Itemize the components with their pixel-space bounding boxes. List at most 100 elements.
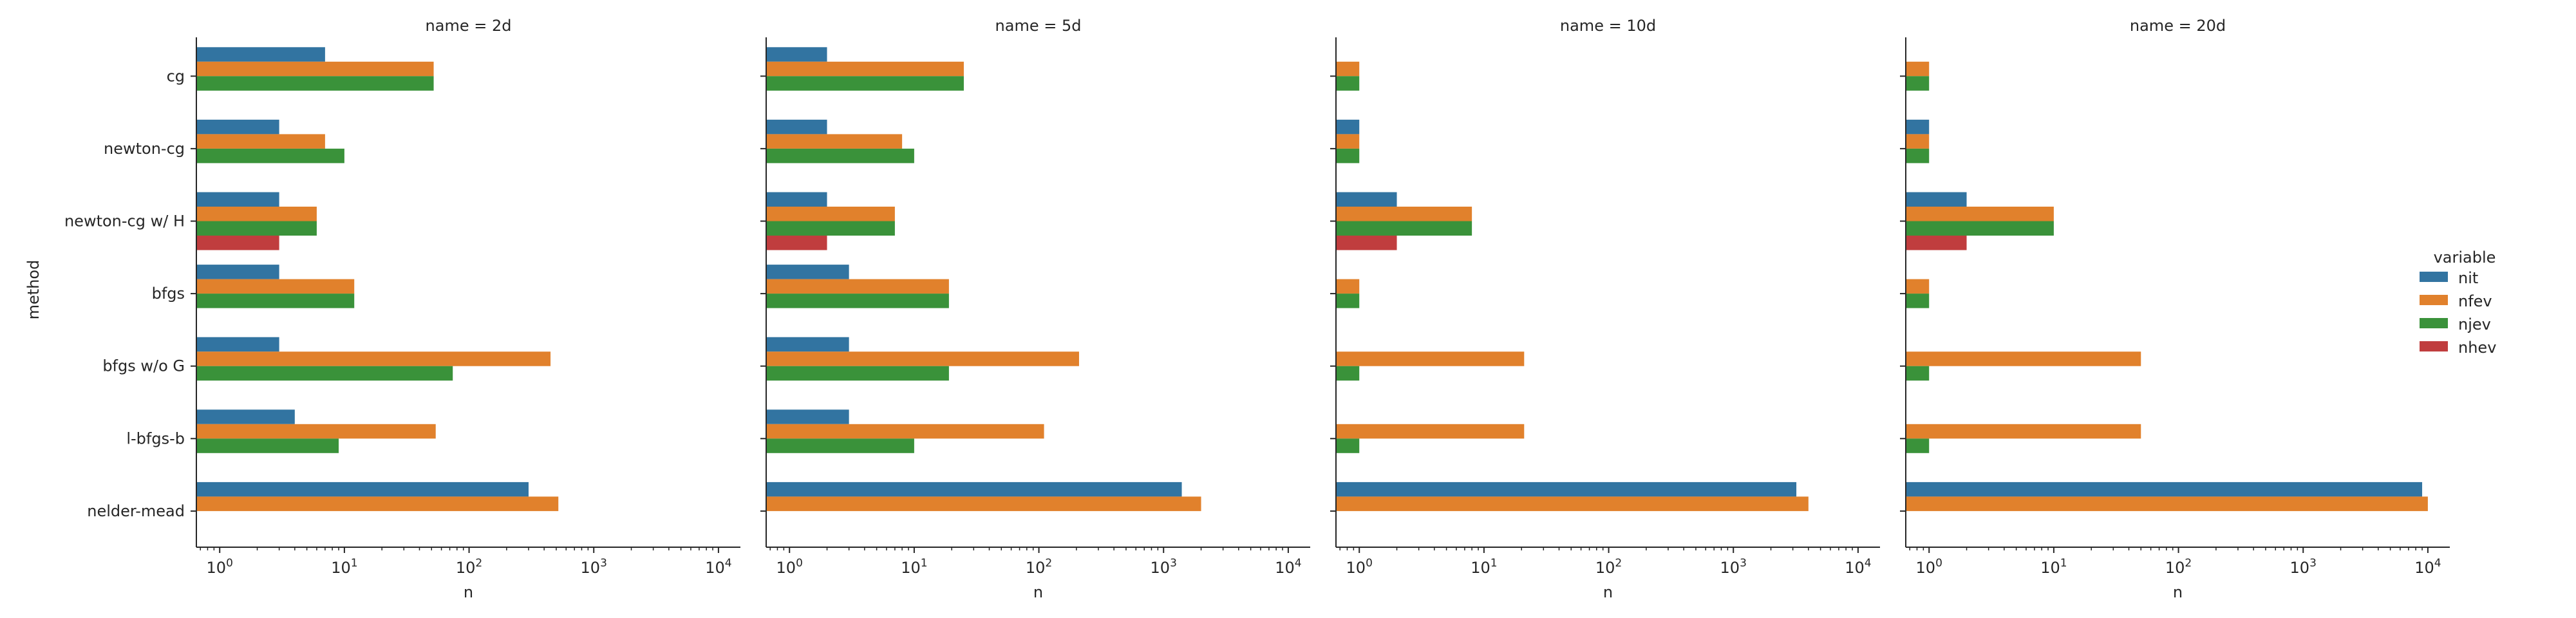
bar-njev bbox=[1336, 76, 1360, 91]
x-tick-label: 103 bbox=[1151, 557, 1177, 577]
x-tick-label: 102 bbox=[1026, 557, 1052, 577]
bar-njev bbox=[1336, 221, 1472, 236]
bar-nhev bbox=[1906, 236, 1967, 250]
bar-nit bbox=[766, 119, 827, 135]
bar-njev bbox=[196, 76, 434, 91]
bar-nfev bbox=[766, 134, 903, 149]
bar-nfev bbox=[1906, 61, 1930, 77]
bar-njev bbox=[1906, 366, 1930, 381]
x-axis-label: n bbox=[1603, 583, 1613, 601]
bar-nfev bbox=[766, 279, 949, 294]
bar-nfev bbox=[196, 61, 434, 77]
bar-njev bbox=[1906, 76, 1930, 91]
bar-nit bbox=[766, 47, 827, 62]
legend-swatch-nhev bbox=[2420, 341, 2448, 351]
panel-title: name = 10d bbox=[1560, 17, 1656, 35]
bar-nhev bbox=[1336, 236, 1397, 250]
panel-title: name = 2d bbox=[426, 17, 512, 35]
legend-swatch-nit bbox=[2420, 272, 2448, 282]
x-tick-label: 104 bbox=[1275, 557, 1301, 577]
bar-nfev bbox=[196, 351, 551, 366]
bar-njev bbox=[1906, 221, 2054, 236]
chart-panels: name = 2d cg newton-cg newton-cg w/ H bfgs bf… bbox=[64, 17, 2450, 601]
x-axis-label: n bbox=[1033, 583, 1043, 601]
bar-nit bbox=[766, 482, 1182, 497]
legend-label-nfev: nfev bbox=[2458, 292, 2492, 310]
bar-nfev bbox=[1906, 134, 1930, 149]
x-tick-label: 102 bbox=[456, 557, 482, 577]
bar-nit bbox=[766, 409, 849, 424]
bar-nit bbox=[1336, 482, 1797, 497]
bar-nit bbox=[196, 482, 529, 497]
bar-nit bbox=[196, 119, 279, 135]
bar-njev bbox=[766, 76, 964, 91]
bar-nfev bbox=[1336, 61, 1360, 77]
bar-nit bbox=[196, 337, 279, 352]
x-axis-label: n bbox=[464, 583, 473, 601]
bar-njev bbox=[1336, 438, 1360, 453]
bar-nfev bbox=[766, 496, 1201, 511]
y-tick-label: cg bbox=[167, 67, 185, 85]
bar-nfev bbox=[766, 424, 1044, 439]
legend-label-nhev: nhev bbox=[2458, 339, 2496, 357]
x-tick-label: 100 bbox=[1916, 557, 1942, 577]
panel-1: name = 2d cg newton-cg newton-cg w/ H bfgs bf… bbox=[64, 17, 740, 601]
x-tick-label: 101 bbox=[1471, 557, 1497, 577]
bar-nfev bbox=[196, 424, 436, 439]
bar-nit bbox=[196, 409, 295, 424]
legend-swatch-njev bbox=[2420, 318, 2448, 328]
x-tick-label: 101 bbox=[901, 557, 927, 577]
bar-nfev bbox=[1906, 207, 2054, 221]
bar-nfev bbox=[196, 496, 559, 511]
x-tick-label: 100 bbox=[207, 557, 233, 577]
x-tick-label: 103 bbox=[2290, 557, 2317, 577]
bar-nit bbox=[1336, 192, 1397, 207]
x-tick-label: 100 bbox=[776, 557, 803, 577]
bar-njev bbox=[196, 366, 453, 381]
bar-nfev bbox=[1906, 424, 2141, 439]
bar-nfev bbox=[1336, 134, 1360, 149]
x-tick-label: 103 bbox=[581, 557, 607, 577]
bar-nfev bbox=[1336, 424, 1525, 439]
x-tick-label: 102 bbox=[2165, 557, 2192, 577]
bar-nfev bbox=[766, 61, 964, 77]
legend-title: variable bbox=[2434, 248, 2496, 267]
bar-njev bbox=[766, 438, 914, 453]
bar-njev bbox=[196, 438, 339, 453]
bar-njev bbox=[766, 221, 895, 236]
bar-nfev bbox=[1336, 496, 1809, 511]
bar-nit bbox=[766, 192, 827, 207]
y-tick-label: newton-cg w/ H bbox=[64, 212, 185, 230]
bar-njev bbox=[1336, 294, 1360, 308]
y-tick-label: nelder-mead bbox=[87, 502, 185, 520]
y-tick-label: newton-cg bbox=[104, 140, 185, 158]
bar-nhev bbox=[196, 236, 279, 250]
bar-nfev bbox=[1906, 496, 2428, 511]
bar-njev bbox=[1906, 438, 1930, 453]
bar-njev bbox=[1336, 148, 1360, 164]
panel-title: name = 20d bbox=[2130, 17, 2226, 35]
bar-nfev bbox=[1906, 279, 1930, 294]
bar-nfev bbox=[196, 279, 355, 294]
bar-nfev bbox=[766, 351, 1079, 366]
x-tick-label: 102 bbox=[1595, 557, 1622, 577]
x-tick-label: 104 bbox=[2414, 557, 2441, 577]
legend-label-nit: nit bbox=[2458, 269, 2478, 287]
x-tick-label: 104 bbox=[705, 557, 731, 577]
bar-njev bbox=[196, 221, 317, 236]
bar-nfev bbox=[1336, 207, 1472, 221]
bar-nit bbox=[766, 337, 849, 352]
bar-nit bbox=[1336, 119, 1360, 135]
bar-nit bbox=[196, 192, 279, 207]
bar-nfev bbox=[1336, 279, 1360, 294]
bar-nfev bbox=[196, 134, 325, 149]
x-tick-label: 101 bbox=[2040, 557, 2067, 577]
bar-njev bbox=[1906, 148, 1930, 164]
bar-nfev bbox=[1336, 351, 1525, 366]
y-tick-label: l-bfgs-b bbox=[126, 429, 185, 447]
panel-title: name = 5d bbox=[995, 17, 1082, 35]
legend: variable nit nfev njev nhev bbox=[2420, 248, 2496, 357]
bar-nit bbox=[1906, 192, 1967, 207]
x-tick-label: 101 bbox=[331, 557, 357, 577]
